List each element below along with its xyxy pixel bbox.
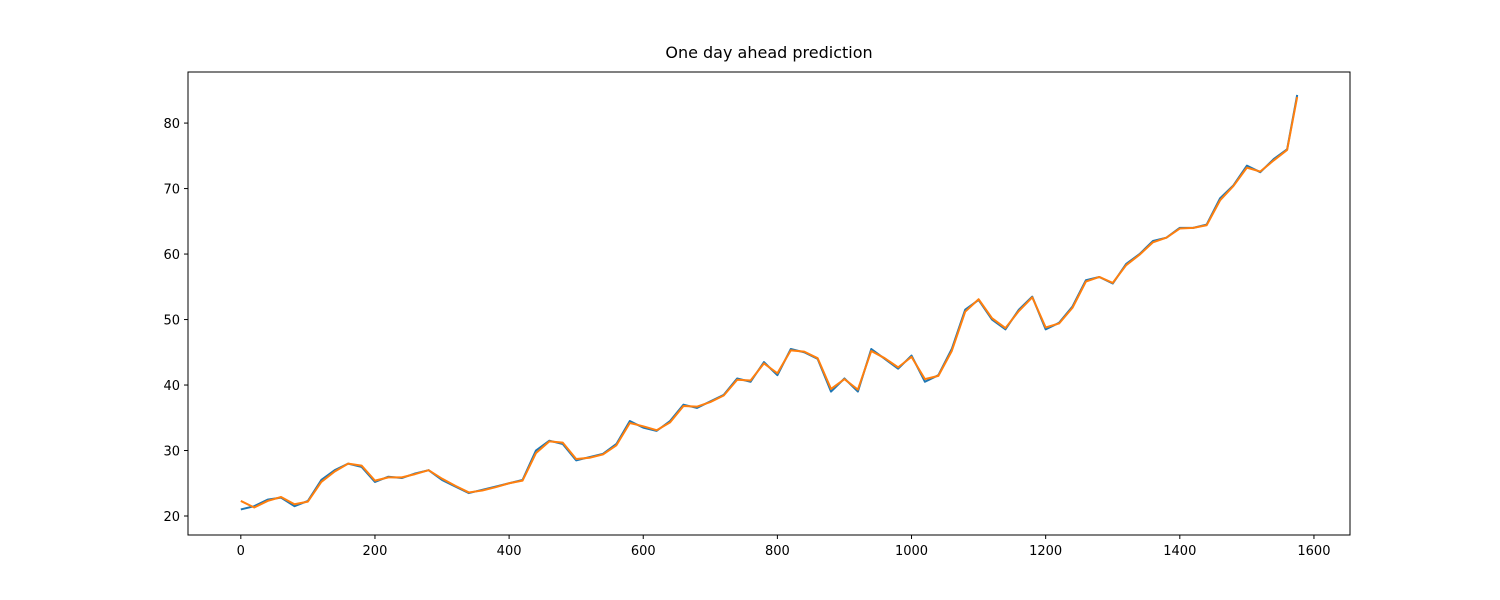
x-tick-label: 1400: [1163, 544, 1196, 559]
x-tick-label: 1000: [895, 544, 928, 559]
y-tick-label: 20: [163, 510, 180, 525]
x-tick-label: 0: [237, 544, 245, 559]
y-tick-label: 60: [163, 248, 180, 263]
plot-frame: [187, 71, 1351, 536]
x-tick-label: 800: [765, 544, 790, 559]
y-tick-label: 80: [163, 117, 180, 132]
data-line: [240, 96, 1299, 509]
x-tick-label: 600: [631, 544, 656, 559]
chart-title: One day ahead prediction: [665, 43, 872, 62]
y-tick-label: 50: [163, 314, 180, 329]
data-line: [240, 94, 1299, 511]
x-tick-label: 1600: [1297, 544, 1330, 559]
x-tick-label: 200: [363, 544, 388, 559]
x-tick-label: 1200: [1029, 544, 1062, 559]
x-tick-label: 400: [497, 544, 522, 559]
y-tick-label: 70: [163, 183, 180, 198]
y-tick-label: 30: [163, 445, 180, 460]
y-tick-label: 40: [163, 379, 180, 394]
